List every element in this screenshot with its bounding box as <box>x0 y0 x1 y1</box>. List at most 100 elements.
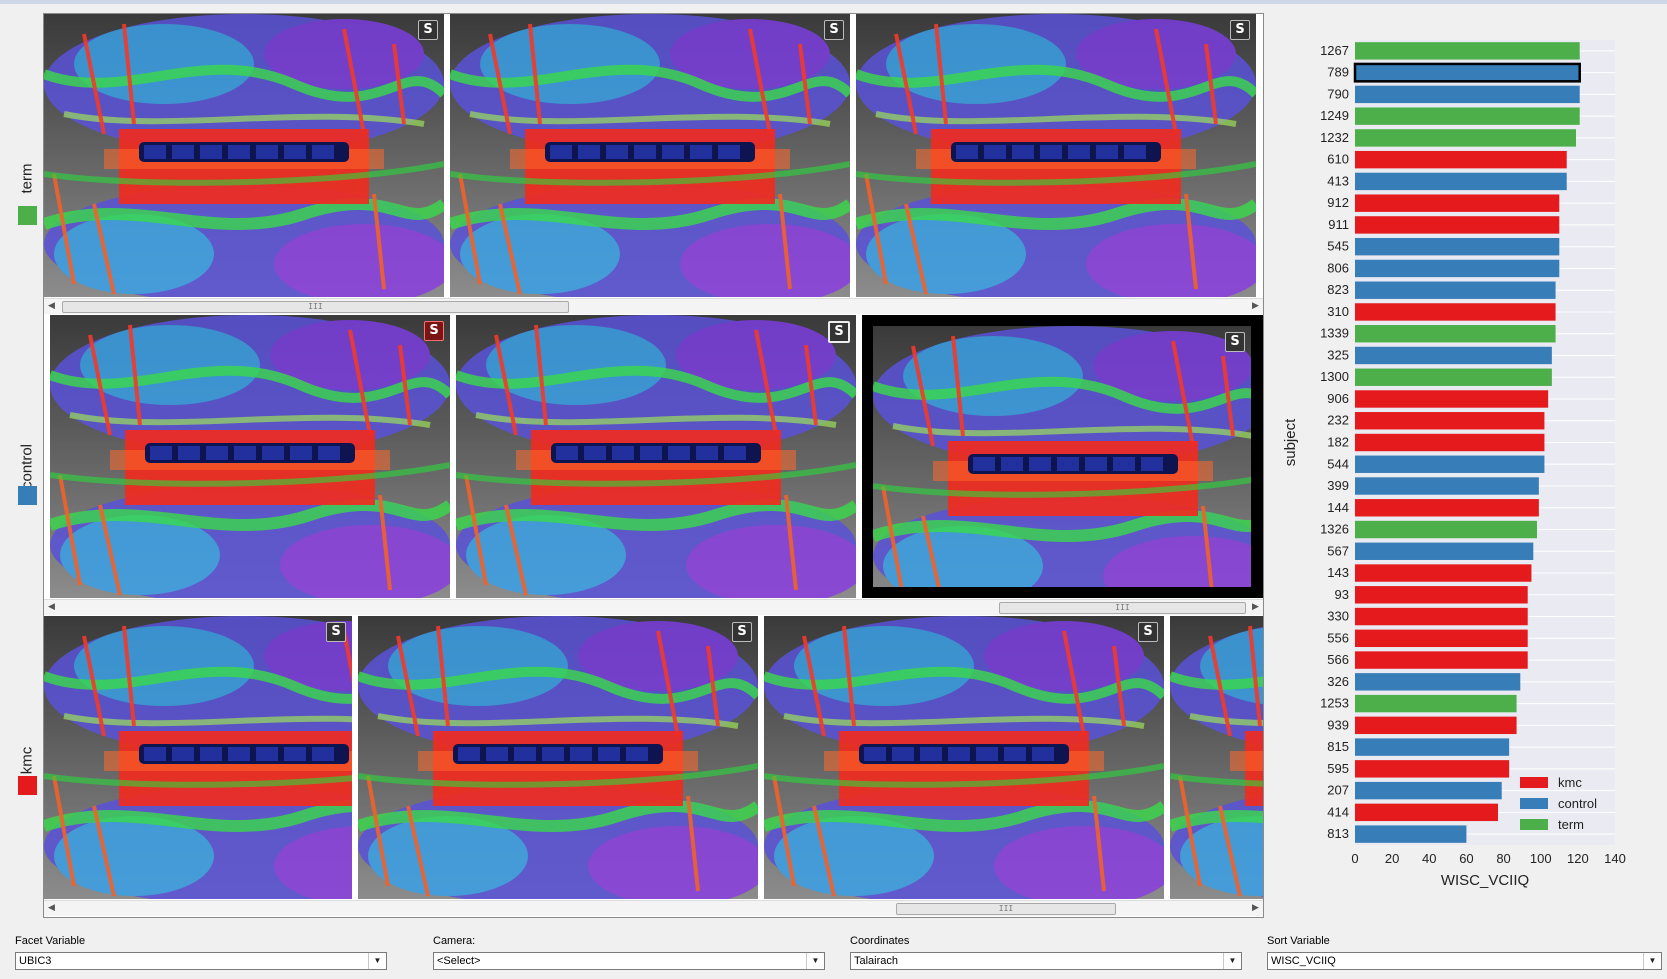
tractography-tile-selected[interactable]: S <box>873 326 1251 587</box>
settings-icon[interactable]: S <box>424 321 444 341</box>
tractography-tile[interactable]: S <box>44 14 444 297</box>
tractography-tile[interactable]: S <box>358 616 758 899</box>
legend-label: term <box>1558 817 1584 832</box>
x-tick-label: 60 <box>1459 851 1473 866</box>
tractography-tile[interactable]: S <box>450 14 850 297</box>
window-top-border <box>0 0 1667 4</box>
facet-row-kmc: S S S ◀ III ▶ <box>44 616 1263 916</box>
bar <box>1355 673 1521 691</box>
bar <box>1355 303 1556 321</box>
y-tick-label: 326 <box>1327 674 1349 689</box>
bar <box>1355 520 1537 539</box>
camera-label: Camera: <box>433 935 476 947</box>
y-tick-label: 911 <box>1328 217 1349 232</box>
y-tick-label: 143 <box>1327 565 1349 580</box>
scroll-left-icon[interactable]: ◀ <box>48 602 55 612</box>
tractography-tile[interactable]: S <box>456 315 856 598</box>
y-tick-label: 1326 <box>1320 522 1349 537</box>
bar <box>1355 172 1567 191</box>
bar <box>1355 390 1549 408</box>
bar <box>1355 542 1534 560</box>
tractography-image <box>764 616 1164 899</box>
row-scrollbar[interactable]: ◀ III ▶ <box>44 599 1263 615</box>
legend-swatch <box>1520 798 1548 809</box>
settings-icon[interactable]: S <box>1230 20 1250 40</box>
tractography-tile[interactable]: S <box>764 616 1164 899</box>
y-tick-label: 566 <box>1327 652 1349 667</box>
facet-grid: S S S ◀ III ▶ S S S ◀ <box>43 13 1264 918</box>
row-label-control: control <box>14 430 40 530</box>
scrollbar-thumb[interactable]: III <box>896 903 1116 915</box>
bar <box>1355 194 1560 212</box>
y-tick-label: 330 <box>1327 609 1349 624</box>
y-tick-label: 1267 <box>1320 43 1349 58</box>
x-tick-label: 120 <box>1567 851 1589 866</box>
scrollbar-thumb[interactable]: III <box>999 602 1246 614</box>
legend-swatch <box>1520 819 1548 830</box>
y-tick-label: 939 <box>1327 717 1349 732</box>
bar <box>1355 651 1528 669</box>
tractography-tile[interactable]: S <box>856 14 1256 297</box>
y-tick-label: 325 <box>1327 347 1349 362</box>
tractography-image <box>50 315 450 598</box>
scroll-right-icon[interactable]: ▶ <box>1252 301 1259 311</box>
y-tick-label: 1253 <box>1320 696 1349 711</box>
tractography-tile[interactable] <box>1170 616 1263 899</box>
facet-variable-control: Facet Variable UBIC3 ▼ <box>15 935 387 970</box>
settings-icon[interactable]: S <box>1138 622 1158 642</box>
coordinates-control: Coordinates Talairach ▼ <box>850 935 1242 970</box>
bar <box>1355 237 1560 256</box>
settings-icon[interactable]: S <box>1225 332 1245 352</box>
row-swatch-term <box>18 206 37 225</box>
y-tick-label: 93 <box>1335 587 1349 602</box>
coordinates-value: Talairach <box>854 955 899 967</box>
scroll-left-icon[interactable]: ◀ <box>48 301 55 311</box>
tractography-image <box>358 616 758 899</box>
tractography-tile[interactable]: S <box>44 616 352 899</box>
chevron-down-icon[interactable]: ▼ <box>368 953 386 969</box>
settings-icon[interactable]: S <box>824 20 844 40</box>
camera-select[interactable]: <Select> ▼ <box>433 952 825 970</box>
tractography-image <box>456 315 856 598</box>
settings-icon[interactable]: S <box>326 622 346 642</box>
chevron-down-icon[interactable]: ▼ <box>806 953 824 969</box>
y-tick-label: 567 <box>1327 543 1349 558</box>
bar <box>1355 825 1467 843</box>
scroll-right-icon[interactable]: ▶ <box>1252 903 1259 913</box>
row-scrollbar[interactable]: ◀ III ▶ <box>44 298 1263 314</box>
camera-value: <Select> <box>437 955 481 967</box>
sort-variable-select[interactable]: WISC_VCIIQ ▼ <box>1267 952 1662 970</box>
settings-icon[interactable]: S <box>732 622 752 642</box>
bar <box>1355 455 1545 473</box>
y-tick-label: 413 <box>1327 173 1349 188</box>
y-tick-label: 806 <box>1327 260 1349 275</box>
scroll-right-icon[interactable]: ▶ <box>1252 602 1259 612</box>
scrollbar-thumb[interactable]: III <box>62 301 569 313</box>
tractography-tile[interactable]: S <box>50 315 450 598</box>
bar <box>1355 412 1545 430</box>
scroll-left-icon[interactable]: ◀ <box>48 903 55 913</box>
tractography-image <box>44 616 352 899</box>
bar <box>1355 85 1580 104</box>
facet-variable-select[interactable]: UBIC3 ▼ <box>15 952 387 970</box>
chevron-down-icon[interactable]: ▼ <box>1643 953 1661 969</box>
y-tick-label: 912 <box>1327 195 1349 210</box>
y-tick-label: 823 <box>1327 282 1349 297</box>
row-scrollbar[interactable]: ◀ III ▶ <box>44 900 1263 916</box>
settings-icon[interactable]: S <box>418 20 438 40</box>
bar <box>1355 607 1528 626</box>
chevron-down-icon[interactable]: ▼ <box>1223 953 1241 969</box>
settings-icon[interactable]: S <box>828 321 850 343</box>
y-tick-label: 790 <box>1327 86 1349 101</box>
camera-control: Camera: <Select> ▼ <box>433 935 825 970</box>
row-label-kmc: kmc <box>14 730 40 830</box>
coordinates-select[interactable]: Talairach ▼ <box>850 952 1242 970</box>
y-tick-label: 310 <box>1327 304 1349 319</box>
y-tick-label: 815 <box>1327 739 1349 754</box>
bar <box>1353 62 1581 83</box>
bar <box>1355 259 1560 278</box>
bar <box>1355 150 1567 169</box>
bar <box>1355 346 1552 365</box>
tractography-image <box>873 326 1251 587</box>
y-tick-label: 182 <box>1327 435 1349 450</box>
